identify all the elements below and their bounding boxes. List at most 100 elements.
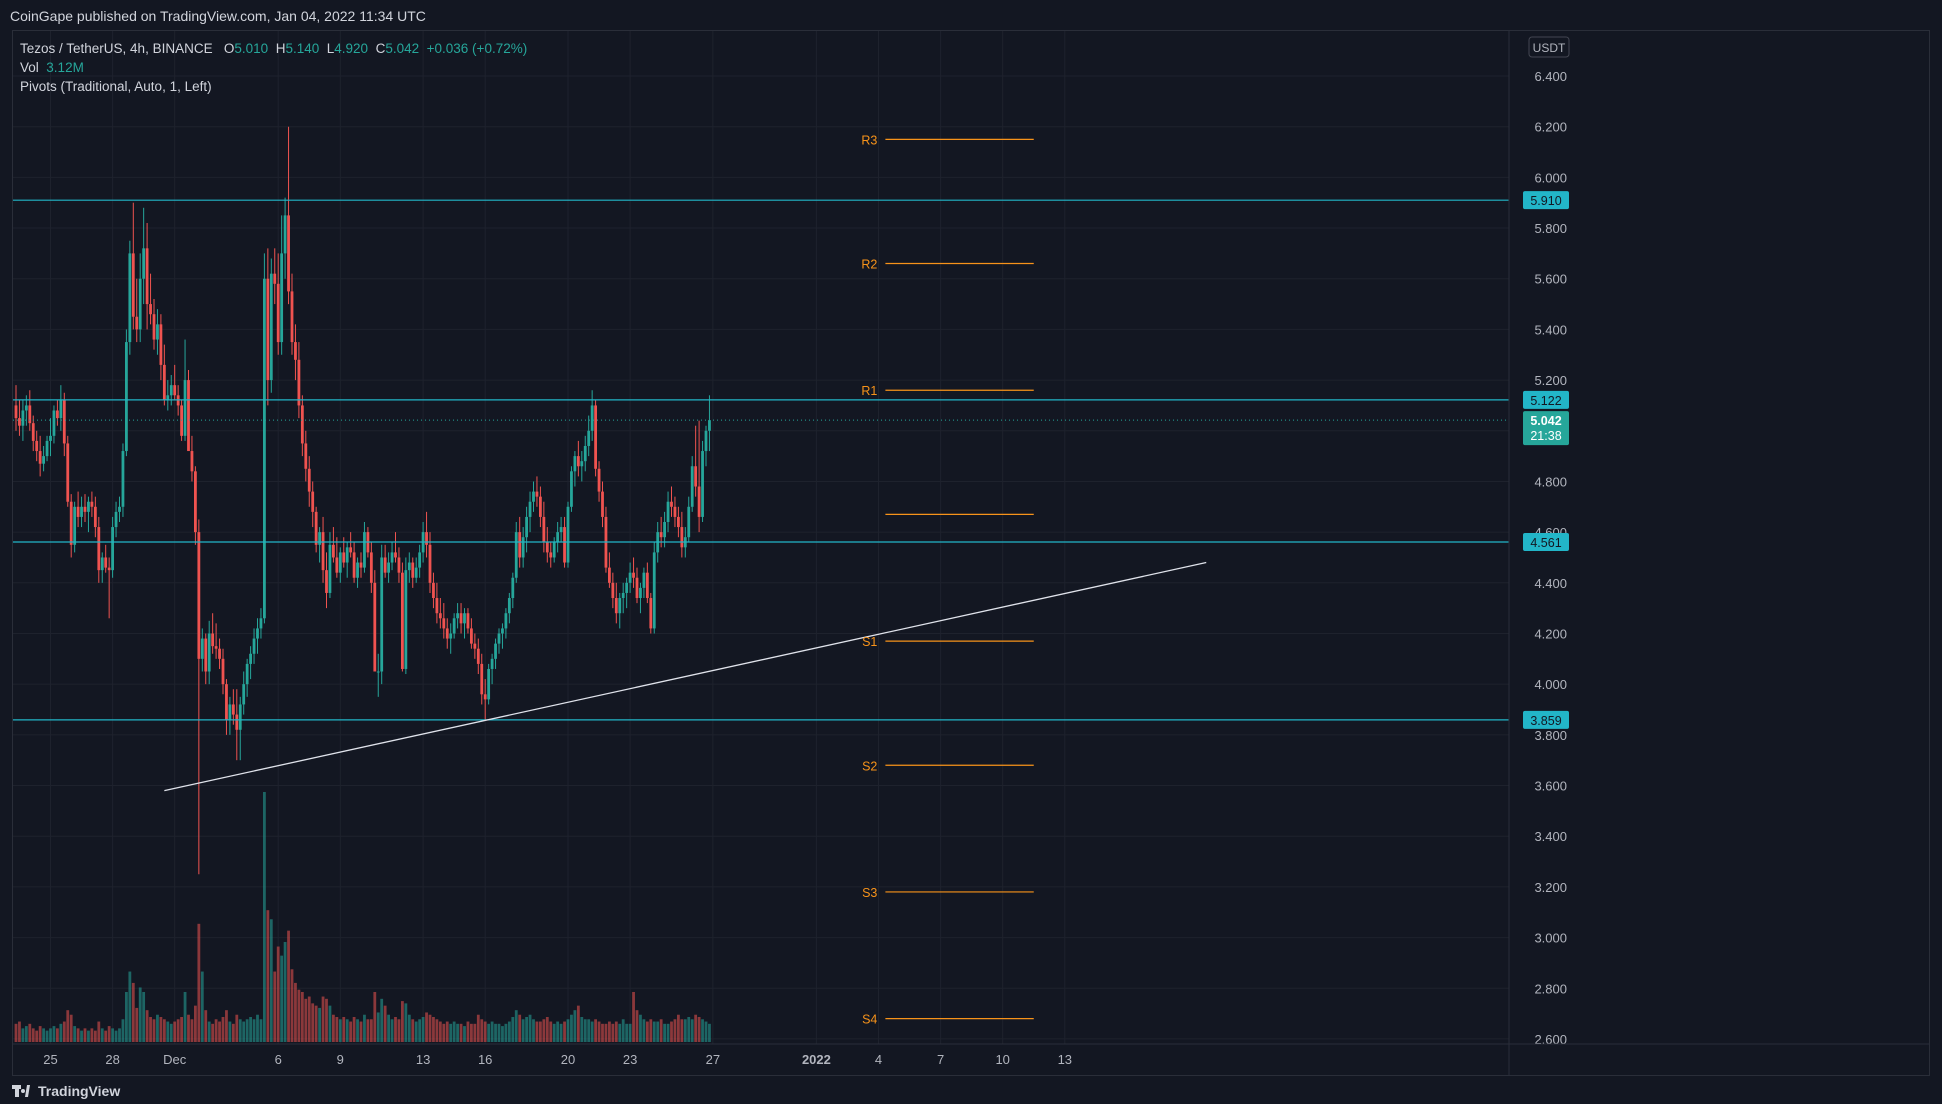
candle-body (521, 537, 525, 558)
volume-bar (59, 1023, 63, 1042)
candle-body (104, 557, 108, 568)
close-value: 5.042 (385, 41, 420, 56)
last-price-label: 5.042 (1530, 414, 1561, 428)
candle-body (218, 648, 221, 659)
volume-bar (190, 1019, 194, 1042)
candle-body (342, 552, 346, 563)
volume-bar (242, 1021, 246, 1042)
volume-bar (656, 1021, 660, 1042)
volume-bar (677, 1014, 680, 1042)
candle-body (125, 342, 128, 452)
volume-bar (528, 1014, 532, 1042)
tradingview-brand[interactable]: TradingView (12, 1083, 120, 1099)
pivot-label-s3: S3 (862, 886, 877, 900)
volume-bar (373, 992, 377, 1042)
volume-bar (356, 1019, 359, 1042)
candle-body (438, 613, 442, 619)
volume-bar (628, 1023, 632, 1042)
volume-bar (476, 1014, 480, 1042)
candle-body (542, 516, 546, 543)
candle-body (31, 423, 35, 441)
candle-body (211, 633, 215, 647)
volume-bar (90, 1028, 94, 1042)
volume-bar (545, 1017, 549, 1042)
pivots-row: Pivots (Traditional, Auto, 1, Left) (20, 77, 527, 96)
publish-info: CoinGape published on TradingView.com, J… (10, 8, 426, 24)
volume-bar (449, 1023, 453, 1042)
candle-body (549, 552, 553, 558)
volume-bar (473, 1023, 477, 1042)
candle-body (666, 501, 670, 522)
price-tick-label: 5.200 (1534, 373, 1567, 388)
volume-bar (69, 1014, 73, 1042)
volume-bar (501, 1026, 504, 1042)
volume-bar (135, 1007, 139, 1042)
tradingview-logo-icon (12, 1085, 32, 1097)
candle-body (432, 582, 435, 599)
volume-bar (83, 1028, 87, 1042)
volume-bar (349, 1021, 353, 1042)
candle-body (539, 496, 542, 517)
candle-body (401, 572, 404, 669)
volume-bar (93, 1030, 97, 1042)
candle-body (300, 405, 304, 444)
candle-body (570, 471, 573, 507)
volume-bar (335, 1017, 339, 1042)
candle-body (183, 380, 187, 436)
volume-bar (114, 1030, 118, 1042)
candle-body (363, 532, 366, 568)
candle-body (45, 440, 49, 457)
candle-body (601, 491, 604, 517)
volume-bar (552, 1023, 556, 1042)
candle-body (456, 613, 459, 619)
candle-body (294, 342, 297, 360)
volume-bar (152, 1019, 156, 1042)
volume-bar (45, 1030, 49, 1042)
price-tick-label: 3.800 (1534, 728, 1567, 743)
volume-bar (266, 910, 270, 1042)
chart-panel[interactable]: R4R3R2R1S1S2S3S42.6002.8003.0003.2003.40… (12, 30, 1930, 1076)
candle-body (321, 532, 325, 571)
candle-body (83, 506, 87, 512)
candlestick-chart[interactable]: R4R3R2R1S1S2S3S42.6002.8003.0003.2003.40… (13, 31, 1929, 1075)
candle-body (318, 532, 321, 545)
candle-body (135, 316, 139, 330)
volume-bar (24, 1026, 28, 1042)
volume-bar (211, 1023, 215, 1042)
time-tick-label: 4 (875, 1052, 882, 1067)
candle-body (407, 562, 411, 571)
volume-bar (521, 1019, 525, 1042)
price-tick-label: 2.800 (1534, 981, 1567, 996)
candle-body (24, 405, 28, 411)
volume-bar (580, 1017, 584, 1042)
candle-body (28, 405, 32, 424)
candle-body (514, 532, 518, 578)
candle-body (128, 253, 132, 343)
volume-bar (573, 1010, 577, 1042)
candle-body (42, 456, 45, 464)
candle-body (56, 410, 59, 419)
volume-bar (694, 1014, 698, 1042)
price-axis: 2.600 2.800 3.000 3.200 3.400 3.600 3.800 4.000… (1508, 31, 1570, 1075)
candle-body (304, 443, 308, 469)
volume-bar (176, 1019, 180, 1042)
time-tick-label: 9 (337, 1052, 344, 1067)
volume-bar (221, 1017, 225, 1042)
candle-body (504, 613, 508, 629)
candle-body (608, 567, 611, 583)
volume-bar (601, 1023, 604, 1042)
symbol-row: Tezos / TetherUS, 4h, BINANCE O5.010 H5.… (20, 39, 527, 58)
volume-bar (318, 1007, 321, 1042)
candle-body (131, 253, 135, 317)
candle-body (394, 552, 397, 558)
candle-body (335, 557, 339, 573)
price-tick-label: 4.200 (1534, 626, 1567, 641)
volume-bar (142, 992, 146, 1042)
candle-body (611, 582, 615, 599)
volume-bar (563, 1021, 566, 1042)
footer-bar: TradingView (0, 1076, 1942, 1104)
candle-body (583, 445, 587, 462)
candle-body (376, 671, 380, 673)
candle-body (535, 491, 539, 497)
candle-body (18, 418, 21, 426)
